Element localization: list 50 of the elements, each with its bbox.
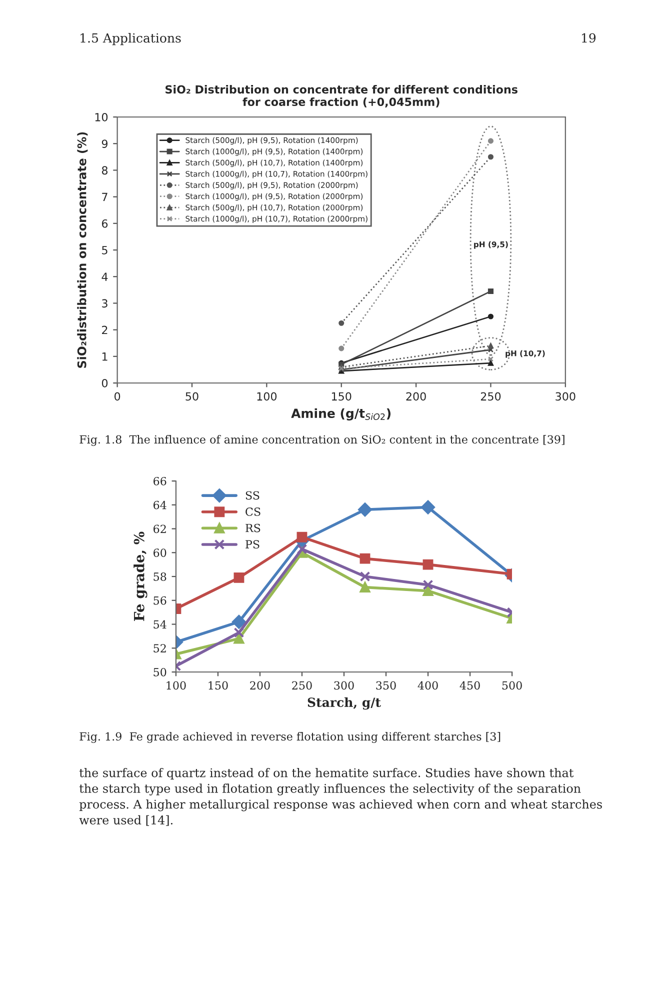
x-tick-label: 100	[166, 681, 186, 690]
x-tick-label: 100	[257, 392, 277, 401]
y-tick-label: 6	[102, 219, 108, 228]
x-tick-label: 250	[480, 392, 501, 401]
y-tick-label: 52	[154, 644, 166, 653]
x-tick-label: 500	[502, 681, 522, 690]
y-axis-title: Fe grade, %	[134, 532, 148, 621]
y-tick-label: 66	[154, 476, 166, 486]
y-tick-label: 3	[102, 299, 108, 308]
y-tick-label: 56	[154, 596, 166, 605]
y-tick-label: 8	[102, 166, 108, 175]
y-tick-label: 62	[154, 524, 166, 534]
y-tick-label: 64	[154, 500, 166, 510]
x-tick-label: 350	[376, 681, 396, 690]
y-tick-label: 7	[102, 192, 108, 202]
x-axis-title: Starch, g/t	[308, 697, 381, 710]
legend-label: PS	[246, 540, 260, 549]
x-tick-label: 150	[208, 681, 228, 690]
legend-label: SS	[246, 491, 260, 500]
x-tick-label: 450	[460, 681, 480, 690]
x-tick-label: 300	[556, 392, 576, 401]
x-tick-label: 0	[114, 392, 120, 401]
x-tick-label: 250	[292, 681, 312, 690]
caption: Fig. 1.9 Fe grade achieved in reverse flotation using different starches [3]	[80, 732, 500, 743]
x-tick-label: 400	[418, 681, 438, 690]
y-tick-label: 58	[154, 572, 166, 581]
text: the surface of quartz instead of on the hematite surface. Studies have shown that the starch type used in flotation greatly influences the selectivity of the separation process. A higher metallurgical response was achieved when corn and wheat starches were used [14].	[79, 768, 602, 826]
x-tick-label: 300	[334, 681, 354, 690]
y-tick-label: 10	[95, 112, 108, 122]
text: 19	[582, 33, 596, 43]
x-tick-label: 200	[406, 392, 426, 401]
y-tick-label: 1	[102, 352, 108, 361]
y-tick-label: 5	[102, 246, 108, 254]
x-tick-label: 200	[250, 681, 270, 690]
y-axis-title: SiO₂distribution on concentrate (%)	[77, 132, 88, 368]
x-tick-label: 150	[332, 392, 352, 401]
y-tick-label: 60	[154, 548, 166, 558]
y-tick-label: 9	[102, 140, 108, 148]
y-tick-label: 54	[154, 620, 166, 629]
x-axis-title: Amine (g/t$_{SiO2}$)	[291, 408, 391, 421]
y-tick-label: 4	[102, 272, 108, 281]
y-tick-label: 0	[102, 378, 108, 388]
y-tick-label: 2	[102, 326, 108, 334]
legend-label: RS	[246, 524, 260, 532]
x-tick-label: 50	[186, 392, 198, 401]
chart-title: SiO₂ Distribution on concentrate for different conditions for coarse fraction (+0,045mm)	[166, 85, 518, 108]
caption: Fig. 1.8 The influence of amine concentration on SiO₂ content in the concentrate [39]	[80, 435, 564, 446]
legend-label: CS	[246, 508, 260, 516]
text: 1.5 Applications	[80, 33, 181, 46]
y-tick-label: 50	[154, 668, 166, 676]
